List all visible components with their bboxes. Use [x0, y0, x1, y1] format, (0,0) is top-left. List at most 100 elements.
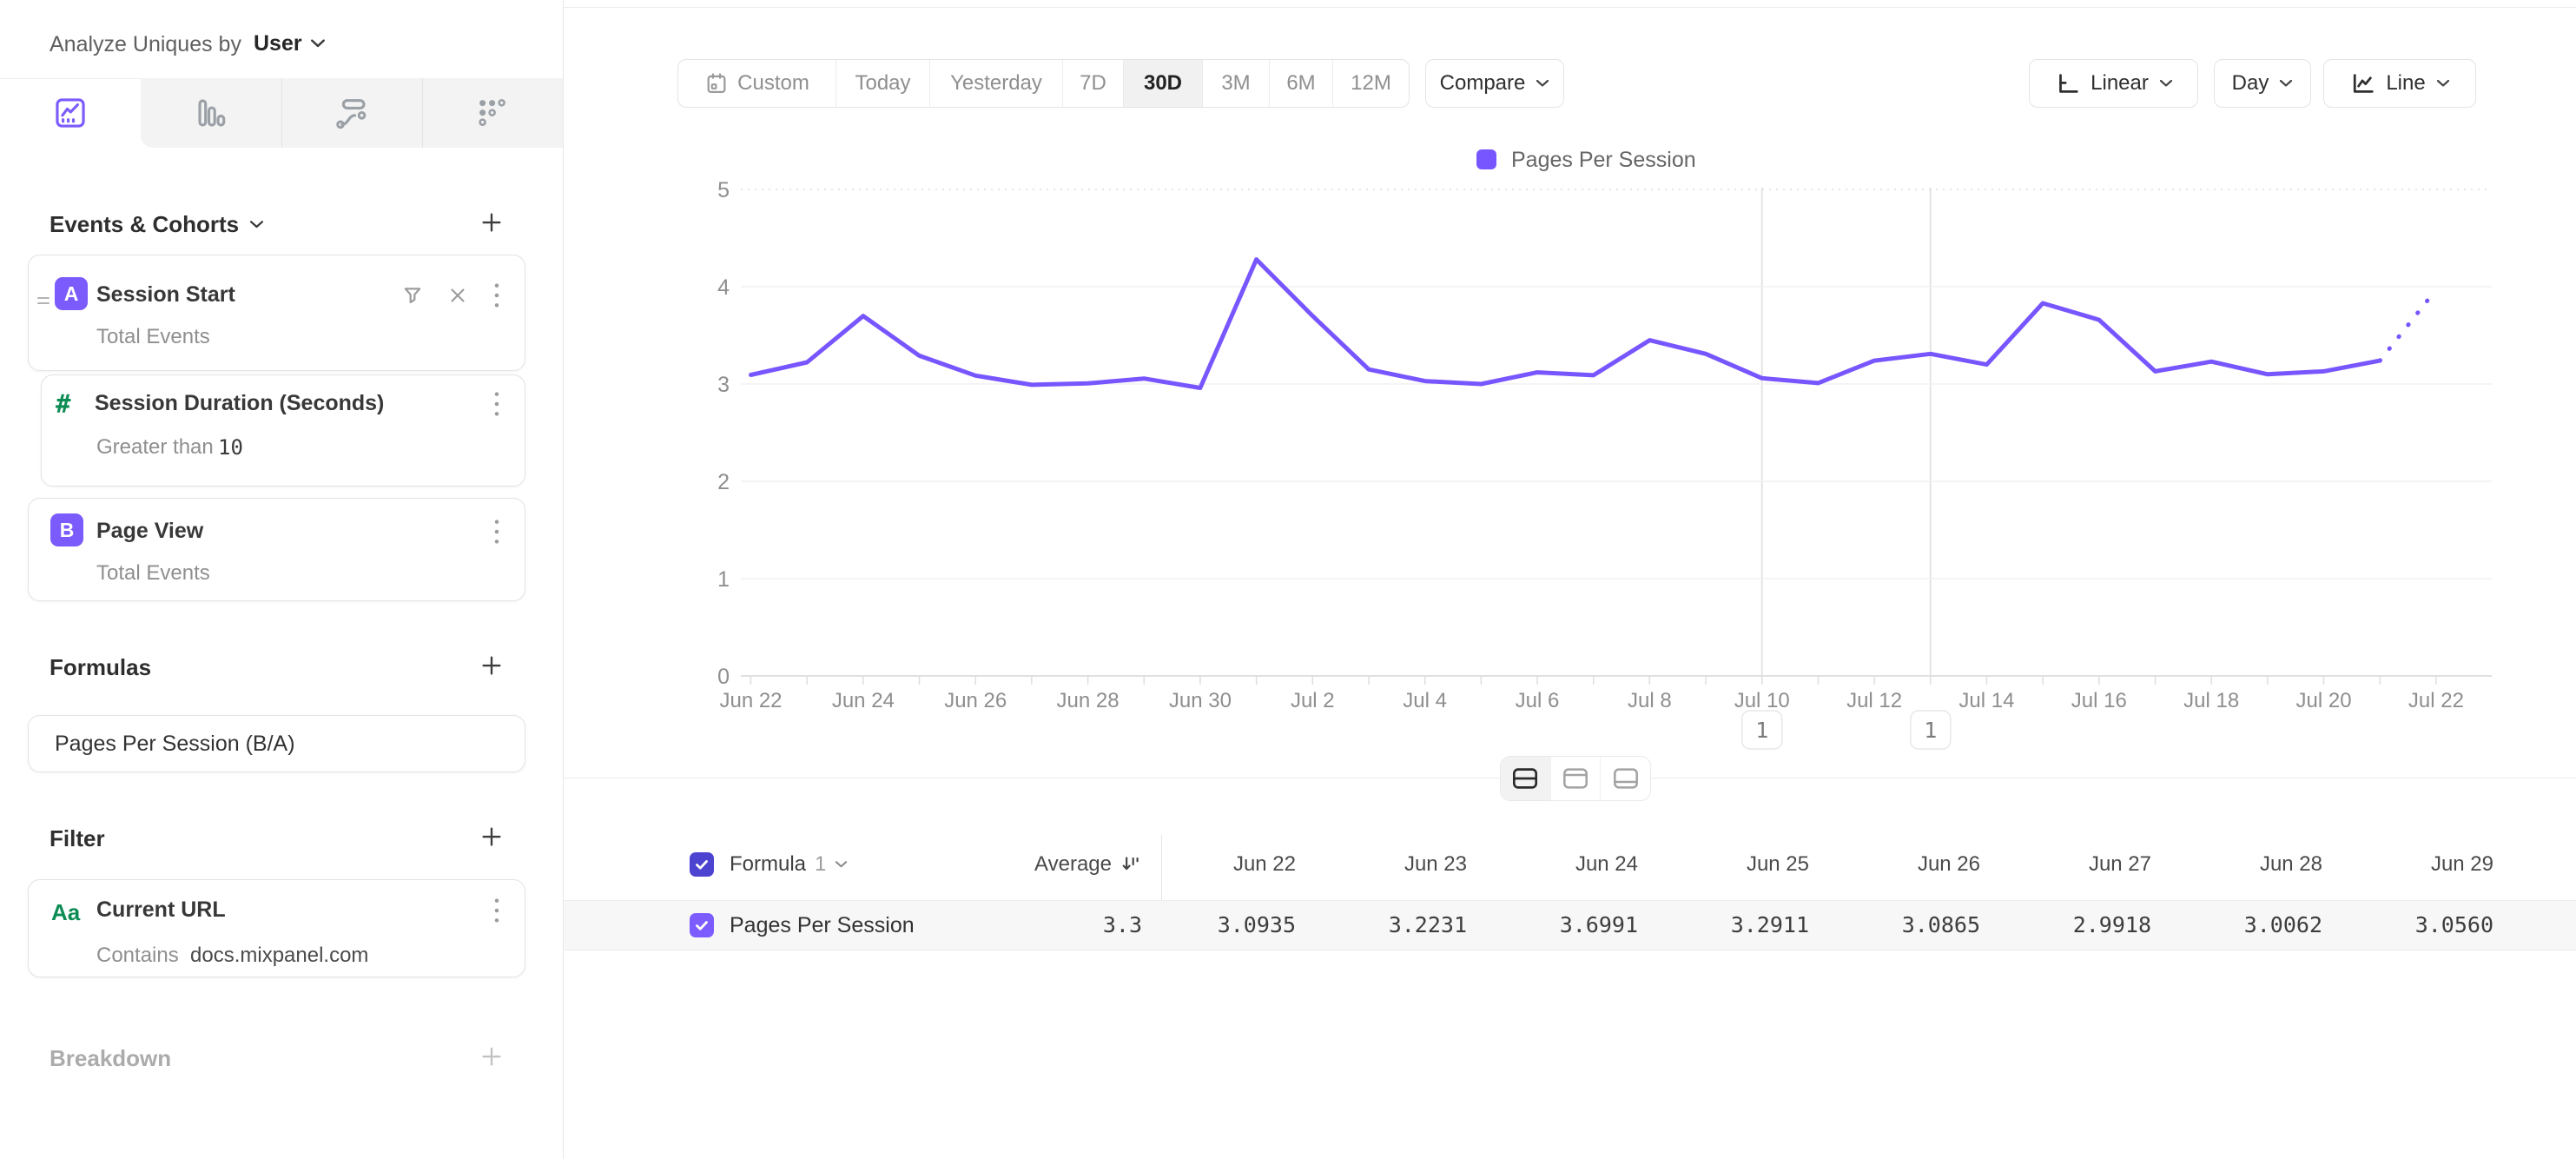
event-title[interactable]: Session Start — [96, 282, 235, 307]
legend-entry[interactable]: Pages Per Session — [1511, 148, 1696, 172]
plus-icon — [482, 1047, 501, 1066]
range-option-6m[interactable]: 6M — [1269, 60, 1332, 107]
date-column-header[interactable]: Jun 27 — [2088, 852, 2151, 876]
range-option-today[interactable]: Today — [836, 60, 929, 107]
chart-type-dropdown[interactable]: Line — [2323, 59, 2476, 108]
kebab-menu-icon[interactable] — [492, 896, 502, 925]
property-card-session-duration[interactable]: # Session Duration (Seconds) Greater tha… — [41, 374, 525, 487]
tab-divider — [422, 78, 423, 148]
range-option-12m[interactable]: 12M — [1332, 60, 1409, 107]
chevron-down-icon — [2436, 79, 2449, 87]
chevron-down-icon — [1536, 79, 1549, 87]
series-line-pages-per-session[interactable] — [749, 257, 2382, 390]
plus-icon — [482, 827, 501, 846]
view-table-only-button[interactable] — [1600, 757, 1650, 800]
annotation-badge[interactable] — [1910, 710, 1952, 750]
check-icon — [696, 921, 708, 931]
legend-swatch — [1476, 149, 1496, 169]
view-chart-only-button[interactable] — [1549, 757, 1601, 800]
formula-group-index: 1 — [815, 852, 827, 876]
formula-group-label: Formula — [730, 852, 807, 876]
granularity-label: Day — [2231, 71, 2269, 95]
calendar-icon — [707, 73, 726, 94]
filter-property-title[interactable]: Current URL — [96, 897, 226, 922]
date-column-header[interactable]: Jun 26 — [1917, 852, 1980, 876]
date-column-header[interactable]: Jun 24 — [1575, 852, 1638, 876]
insights-line-chart-icon — [56, 98, 85, 128]
range-option-label: Today — [855, 71, 911, 95]
property-title[interactable]: Session Duration (Seconds) — [95, 391, 385, 415]
range-option-label: Custom — [737, 71, 809, 95]
x-axis-tick-label: Jul 22 — [2408, 689, 2464, 712]
event-card-session-start[interactable]: A Session Start Total Events — [28, 255, 525, 371]
granularity-dropdown[interactable]: Day — [2214, 59, 2311, 108]
top-divider — [0, 7, 2576, 8]
date-column-header[interactable]: Jun 28 — [2259, 852, 2322, 876]
date-column-header[interactable]: Jun 22 — [1232, 852, 1296, 876]
kebab-menu-icon[interactable] — [492, 389, 502, 419]
kebab-menu-icon[interactable] — [492, 281, 502, 310]
breakdown-header: Breakdown — [50, 1045, 172, 1071]
filter-value[interactable]: docs.mixpanel.com — [190, 944, 369, 967]
add-event-button[interactable] — [478, 209, 505, 236]
event-aggregation[interactable]: Total Events — [96, 561, 210, 585]
formula-group-dropdown[interactable]: Formula 1 — [730, 839, 848, 890]
range-option-7d[interactable]: 7D — [1062, 60, 1123, 107]
x-axis-tick-label: Jul 2 — [1291, 689, 1335, 712]
property-value[interactable]: 10 — [218, 435, 243, 460]
range-option-label: 7D — [1080, 71, 1106, 95]
table-row[interactable]: Pages Per Session 3.3 3.0935 3.2231 3.6991… — [564, 900, 2576, 950]
sort-descending-icon — [1122, 857, 1139, 871]
remove-event-icon[interactable] — [446, 284, 469, 307]
range-option-yesterday[interactable]: Yesterday — [929, 60, 1062, 107]
analyze-by-dropdown[interactable]: User — [254, 29, 326, 58]
select-all-checkbox[interactable] — [690, 852, 714, 877]
tab-retention[interactable] — [422, 78, 563, 148]
range-option-3m[interactable]: 3M — [1202, 60, 1269, 107]
line-chart[interactable]: 0 1 2 3 4 5 Jun 22 Jun 24 Jun 26 Jun 28 Jun 30 Jul … — [563, 130, 2576, 773]
formula-card[interactable]: Pages Per Session (B/A) — [28, 715, 525, 772]
retention-dots-icon — [479, 98, 505, 126]
table-value-cell: 2.9918 — [2072, 912, 2151, 937]
tab-insights[interactable] — [0, 78, 141, 148]
kebab-menu-icon[interactable] — [492, 517, 502, 546]
compare-button[interactable]: Compare — [1425, 59, 1564, 108]
formulas-header: Formulas — [50, 654, 152, 680]
date-column-header[interactable]: Jun 29 — [2430, 852, 2493, 876]
filter-funnel-icon[interactable] — [400, 283, 425, 308]
chevron-down-icon[interactable] — [249, 220, 264, 229]
tab-bar-chart[interactable] — [141, 78, 281, 148]
x-axis-tick-label: Jun 26 — [944, 689, 1007, 712]
average-column-header[interactable]: Average — [851, 839, 1142, 890]
compare-label: Compare — [1439, 71, 1526, 95]
property-operator[interactable]: Greater than — [96, 435, 214, 459]
event-aggregation[interactable]: Total Events — [96, 325, 210, 348]
row-checkbox[interactable] — [690, 913, 714, 937]
analyze-by-value: User — [254, 30, 302, 56]
scale-dropdown[interactable]: Linear — [2029, 59, 2198, 108]
range-option-30d[interactable]: 30D — [1123, 60, 1202, 107]
range-option-label: 3M — [1221, 71, 1251, 95]
add-breakdown-button[interactable] — [478, 1043, 505, 1070]
filter-card-current-url[interactable]: Aa Current URL Contains docs.mixpanel.co… — [28, 879, 525, 977]
filter-operator[interactable]: Contains — [96, 944, 179, 967]
annotation-badge[interactable] — [1740, 710, 1783, 750]
event-card-page-view[interactable]: B Page View Total Events — [28, 498, 525, 601]
add-formula-button[interactable] — [478, 652, 505, 679]
add-filter-button[interactable] — [478, 823, 505, 851]
event-title[interactable]: Page View — [96, 519, 204, 543]
tab-strip-background — [141, 78, 563, 148]
view-split-button[interactable] — [1501, 757, 1550, 800]
range-option-custom[interactable]: Custom — [678, 60, 836, 107]
range-option-label: 12M — [1351, 71, 1391, 95]
date-column-header[interactable]: Jun 23 — [1404, 852, 1467, 876]
line-chart-icon — [2354, 74, 2374, 93]
drag-handle-icon[interactable] — [36, 294, 51, 308]
formula-expression[interactable]: Pages Per Session (B/A) — [55, 732, 295, 756]
x-axis-tick-label: Jul 20 — [2296, 689, 2352, 712]
linear-axis-icon — [2059, 74, 2078, 93]
date-column-header[interactable]: Jun 25 — [1746, 852, 1809, 876]
view-toggle-group — [1500, 756, 1651, 801]
x-axis-tick-label: Jun 22 — [719, 689, 782, 712]
tab-flows[interactable] — [281, 78, 422, 148]
